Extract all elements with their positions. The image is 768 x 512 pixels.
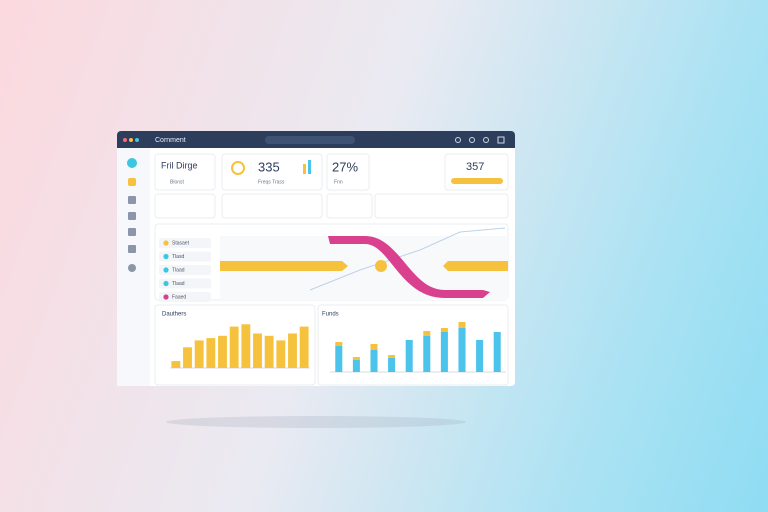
search-box[interactable] [265,136,355,144]
dot [129,138,133,142]
legend-row [159,278,211,289]
trend-line [309,227,506,291]
nav-icon[interactable] [128,228,136,236]
bar [288,333,297,368]
legend-label: Stasaet [172,240,190,246]
kpi-icon [231,161,245,175]
legend-row [159,251,211,262]
legend-dot [163,267,169,273]
kpi-sub: Fnn [334,179,343,185]
bar-segment [440,332,448,372]
kpi-card [326,153,370,191]
bar-segment [370,350,378,372]
bar-segment [423,336,431,372]
bar [183,347,192,368]
icon[interactable] [483,137,489,143]
legend-row [159,292,211,302]
nav-icon[interactable] [128,196,136,204]
legend-label: Tlaad [172,281,185,287]
legend-dot [163,240,169,246]
kpi-card [154,153,216,191]
flow-ribbon [220,261,348,271]
bar-segment [493,332,501,372]
bar-segment [458,328,466,372]
legend-dot [163,294,169,300]
bar-segment [335,346,343,372]
mini-card [326,193,373,219]
flow-ribbon [443,261,508,271]
bar-segment [458,322,466,328]
icon[interactable] [497,136,505,144]
legend-label: Tlaad [172,267,185,273]
progress-bar [451,178,503,184]
mini-card [374,193,509,219]
mini-card [154,193,216,219]
bar-segment [370,344,378,350]
bar-segment [388,355,396,358]
bar [276,340,286,368]
bar-segment [335,342,343,346]
dot [135,138,139,142]
bar [218,335,227,368]
bar [229,326,239,368]
kpi-value: 27% [332,159,358,174]
nav-icon[interactable] [128,264,136,272]
kpi-sub: Freqs Trass [258,179,285,185]
flow-ribbon [328,236,490,298]
flow-node [375,260,387,272]
nav-icon[interactable] [127,158,137,168]
kpi-value: 335 [258,159,280,174]
legend-label: Tlasd [172,254,184,260]
dot [123,138,127,142]
bar [194,340,204,368]
legend-row [159,265,211,275]
bar [299,326,309,368]
kpi-icon [303,164,306,174]
kpi-icon [308,160,311,174]
mini-card [221,193,323,219]
nav-icon[interactable] [128,212,136,220]
app-title: Cornment [155,137,186,144]
icon[interactable] [469,137,475,143]
bar-segment [405,340,413,372]
bar-segment [388,358,396,372]
kpi-sub: Blonst [170,179,185,185]
kpi-label: Fril Dirge [161,160,198,170]
chart-title: Dauthers [162,312,186,318]
bar-segment [476,340,484,372]
bar [264,335,274,368]
legend-row [159,238,211,248]
bar [206,338,216,368]
kpi-card [221,153,323,191]
icon[interactable] [455,137,461,143]
bar-segment [423,331,431,336]
legend-dot [163,280,169,287]
nav-icon[interactable] [128,245,136,253]
bar [253,333,262,368]
bar [171,361,181,368]
bar [241,324,251,368]
legend-dot [163,253,169,260]
legend-label: Faaed [172,294,186,300]
bar-segment [352,357,360,360]
bar-segment [440,328,448,332]
chart-title: Funds [322,312,339,318]
nav-icon[interactable] [128,178,136,186]
shadow [166,416,466,428]
kpi-value: 357 [466,161,484,173]
bar-segment [352,360,360,372]
